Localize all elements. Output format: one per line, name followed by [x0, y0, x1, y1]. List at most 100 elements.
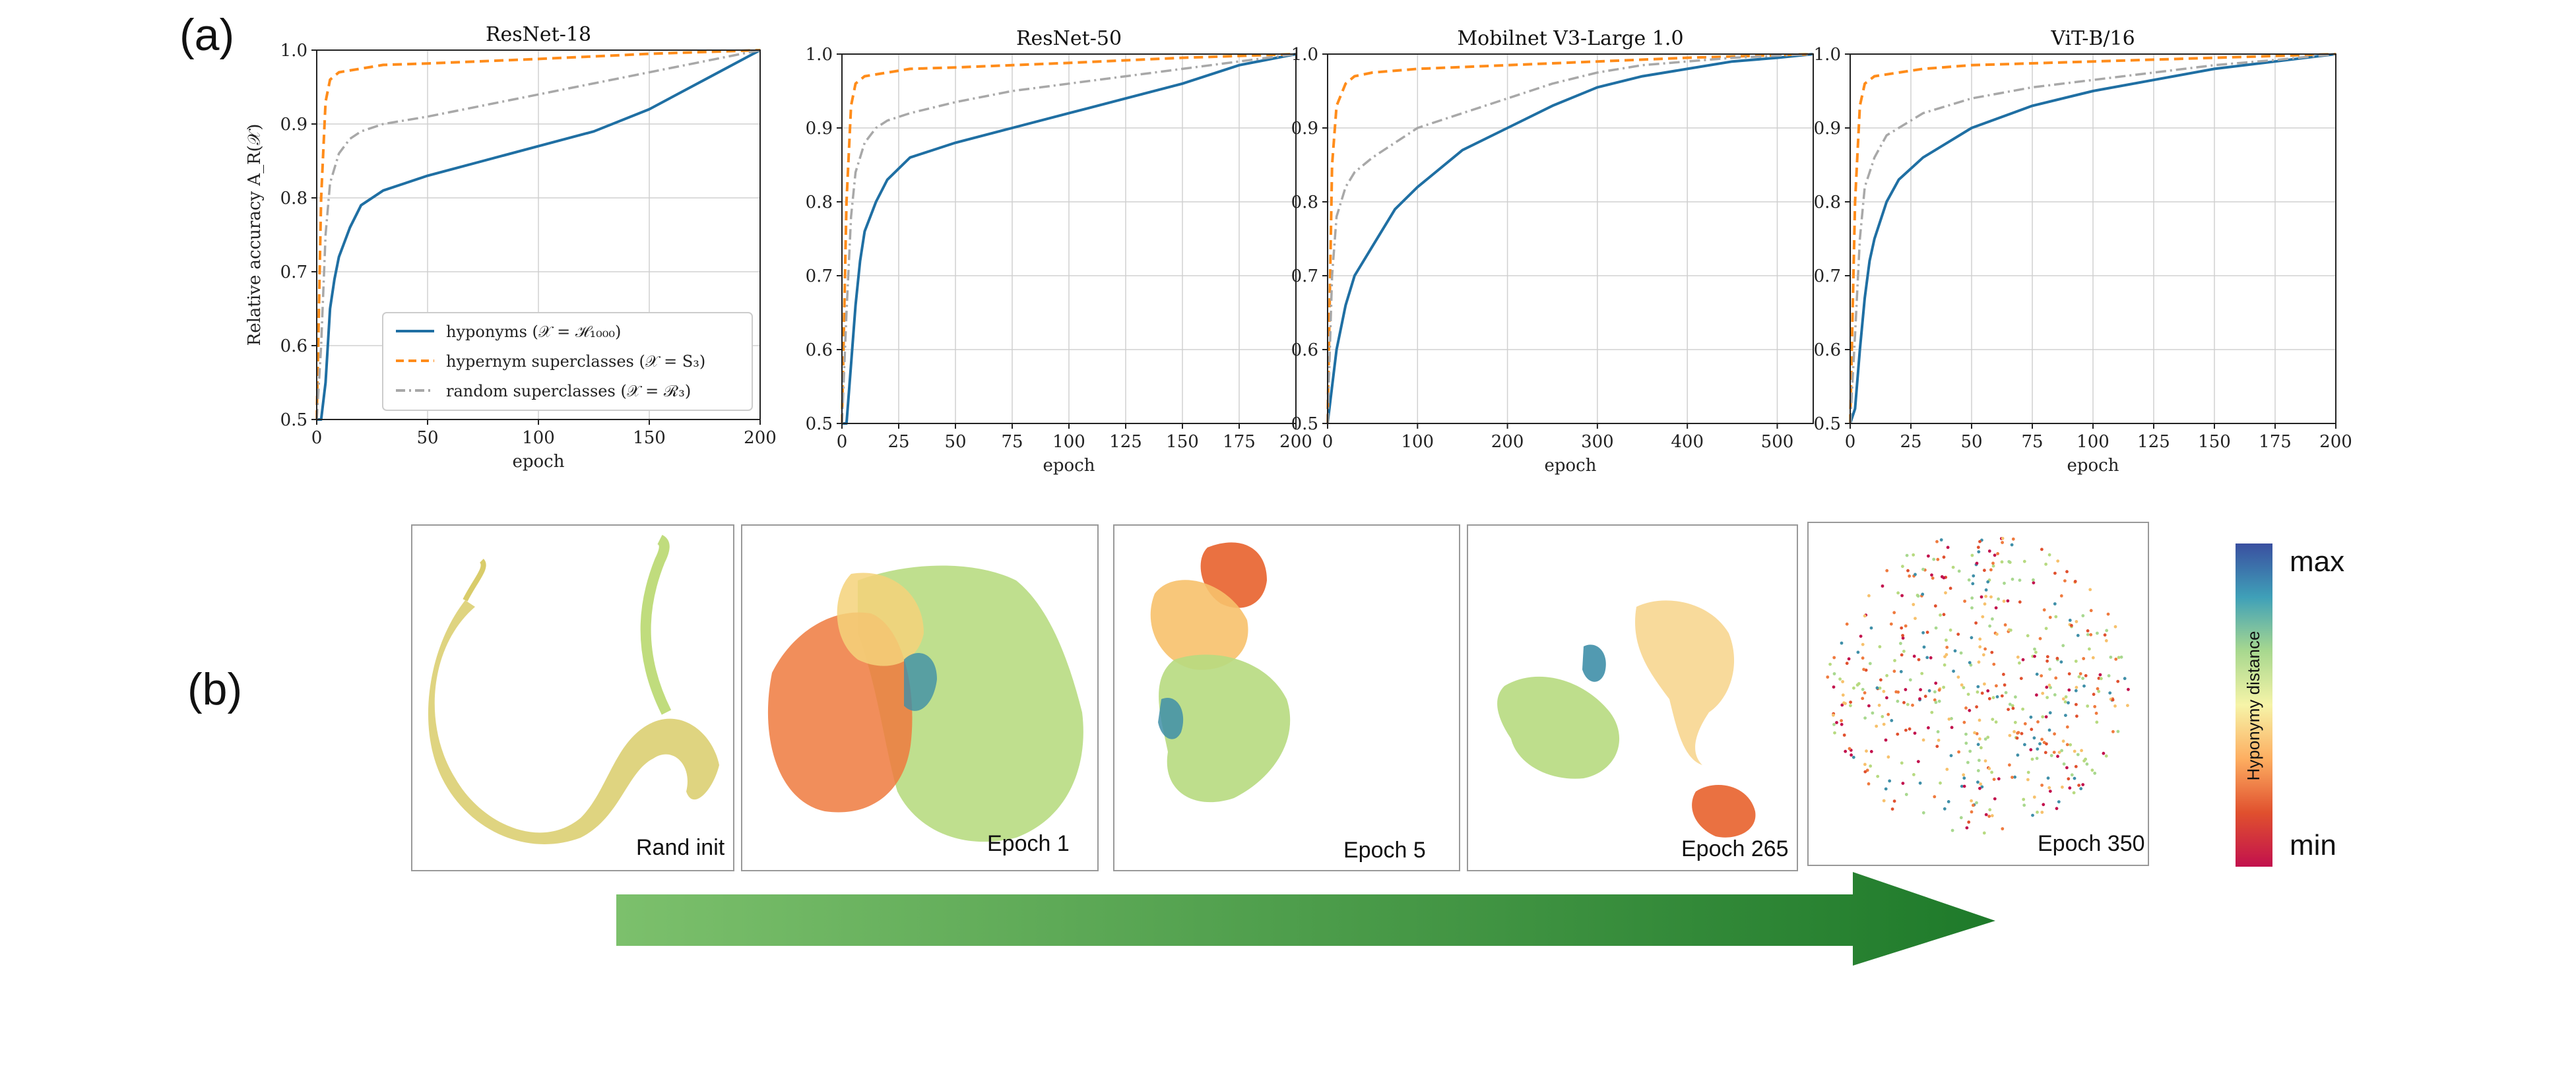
- scatter-point: [1916, 760, 1920, 763]
- scatter-point: [1900, 594, 1904, 598]
- scatter-point: [2063, 700, 2067, 704]
- scatter-point: [1914, 617, 1917, 620]
- scatter-point: [1936, 730, 1940, 733]
- scatter-point: [1990, 650, 1994, 654]
- chart-title: ResNet-50: [1016, 27, 1122, 50]
- scatter-point: [1845, 662, 1849, 666]
- scatter-point: [1962, 784, 1966, 788]
- embedding-label-epoch1: Epoch 1: [987, 831, 1070, 856]
- x-tick-label: 200: [1491, 432, 1524, 452]
- x-tick-label: 100: [1401, 432, 1434, 452]
- scatter-point: [2011, 577, 2014, 581]
- scatter-point: [1921, 592, 1925, 596]
- scatter-point: [2091, 656, 2095, 660]
- chart-legend: hyponyms (𝒳 = ℋ₁₀₀₀) hypernym superclass…: [382, 312, 753, 411]
- series-line-solid: [1849, 53, 2336, 424]
- scatter-point: [2041, 691, 2045, 695]
- scatter-point: [2033, 654, 2036, 658]
- scatter-point: [1953, 649, 1957, 653]
- scatter-point: [2057, 800, 2061, 803]
- y-tick-label: 0.6: [1814, 340, 1841, 360]
- scatter-point: [2031, 813, 2034, 817]
- embedding-label-rand-init: Rand init: [636, 835, 725, 860]
- scatter-point: [1863, 614, 1867, 618]
- scatter-point: [1884, 787, 1888, 791]
- scatter-point: [1976, 780, 1980, 784]
- scatter-point: [2085, 762, 2089, 766]
- scatter-point: [1972, 574, 1976, 578]
- scatter-point: [1901, 565, 1904, 569]
- scatter-point: [1896, 591, 1900, 595]
- scatter-point: [1987, 766, 1991, 770]
- scatter-point: [2029, 715, 2033, 719]
- y-tick-label: 0.7: [806, 266, 833, 286]
- scatter-point: [2048, 615, 2052, 619]
- scatter-point: [2029, 748, 2033, 752]
- scatter-point: [2042, 608, 2046, 612]
- scatter-point: [1906, 702, 1910, 706]
- scatter-point: [1933, 698, 1937, 702]
- scatter-point: [2034, 650, 2038, 654]
- scatter-point: [2011, 537, 2015, 541]
- scatter-point: [2018, 578, 2022, 582]
- y-tick-label: 0.9: [1291, 119, 1318, 139]
- scatter-point: [1908, 727, 1912, 731]
- series-line-dashdot: [1849, 53, 2336, 424]
- scatter-point: [1947, 800, 1950, 803]
- y-axis-label: Relative accuracy A_R(𝒳): [245, 124, 265, 346]
- scatter-point: [1867, 594, 1871, 598]
- scatter-point: [1892, 799, 1896, 803]
- scatter-point: [1856, 650, 1860, 654]
- scatter-point: [1990, 770, 1994, 774]
- scatter-point: [2003, 683, 2007, 687]
- plot-frame: [1327, 53, 1814, 424]
- scatter-point: [2008, 733, 2012, 737]
- x-tick-label: 150: [2198, 432, 2231, 452]
- scatter-point: [2021, 658, 2025, 662]
- x-tick-label: 75: [2021, 432, 2043, 452]
- scatter-point: [2004, 691, 2008, 695]
- series-line-dashed: [1326, 53, 1814, 424]
- scatter-point: [2035, 672, 2039, 676]
- scatter-point: [2011, 704, 2014, 708]
- scatter-point: [1832, 656, 1836, 660]
- scatter-point: [1885, 673, 1889, 677]
- scatter-point: [1948, 628, 1952, 632]
- x-tick-label: 0: [837, 432, 848, 452]
- scatter-point: [1987, 549, 1991, 553]
- scatter-point: [2000, 560, 2004, 564]
- scatter-point: [1980, 785, 1984, 789]
- scatter-point: [1935, 745, 1939, 748]
- scatter-point: [1882, 799, 1886, 803]
- scatter-point: [1962, 773, 1966, 777]
- scatter-point: [1930, 573, 1933, 577]
- scatter-point: [1905, 553, 1909, 557]
- scatter-point: [1841, 680, 1845, 683]
- scatter-point: [2119, 655, 2123, 659]
- scatter-point: [2070, 623, 2073, 627]
- scatter-point: [1962, 686, 1966, 689]
- scatter-point: [1936, 557, 1940, 561]
- scatter-point: [2078, 672, 2082, 675]
- scatter-point: [1918, 697, 1921, 700]
- chart-mobilenet: 0 100 200 300 400 500 0.5 0.6 0.7 0.8 0.9 1.0 Mobiln…: [1291, 27, 1814, 476]
- scatter-point: [2040, 811, 2044, 814]
- embedding-tail-right: [640, 534, 672, 715]
- scatter-point: [1879, 678, 1883, 682]
- scatter-point: [1865, 768, 1869, 772]
- scatter-point: [1937, 699, 1941, 703]
- scatter-point: [2086, 629, 2090, 633]
- scatter-point: [1978, 718, 1981, 722]
- scatter-point: [1966, 761, 1970, 764]
- scatter-point: [2075, 685, 2078, 689]
- scatter-point: [1904, 728, 1908, 732]
- scatter-point: [1965, 826, 1969, 830]
- scatter-point: [1878, 686, 1882, 690]
- scatter-point: [2007, 560, 2011, 563]
- scatter-point: [1962, 776, 1966, 780]
- scatter-point: [2075, 620, 2078, 623]
- scatter-point: [1934, 681, 1938, 685]
- scatter-point: [1978, 645, 1982, 649]
- scatter-point: [1875, 686, 1879, 690]
- scatter-point: [1908, 678, 1912, 682]
